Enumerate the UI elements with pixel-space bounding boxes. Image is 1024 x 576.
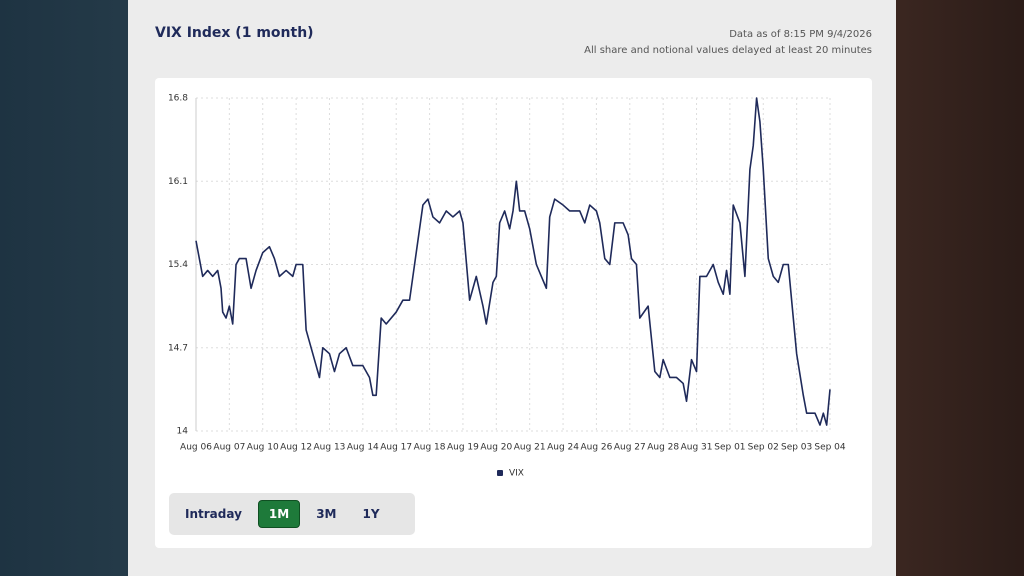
chart-card: 14 14.7 15.4 16.1 16.8 Aug 06 Aug 07 Aug 10 Aug … — [155, 78, 872, 548]
x-tick-label: Aug 26 — [580, 443, 612, 453]
x-tick-label: Sep 04 — [814, 443, 846, 453]
y-tick-label: 14 — [177, 427, 189, 437]
x-tick-label: Aug 24 — [547, 443, 579, 453]
x-tick-label: Aug 12 — [280, 443, 312, 453]
line — [195, 97, 831, 426]
legend-label: VIX — [509, 469, 524, 479]
x-tick-label: Aug 21 — [514, 443, 546, 453]
meta: Data as of 8:15 PM 9/4/2026 All share an… — [584, 27, 872, 59]
x-tick-label: Aug 07 — [213, 443, 245, 453]
x-tick-label: Aug 13 — [314, 443, 346, 453]
x-tick-label: Aug 27 — [614, 443, 646, 453]
x-tick-label: Aug 06 — [180, 443, 212, 453]
x-tick-label: Aug 10 — [247, 443, 279, 453]
range-button[interactable]: 1Y — [362, 507, 380, 521]
x-tick-label: Aug 14 — [347, 443, 379, 453]
x-tick-label: Aug 31 — [681, 443, 713, 453]
y-tick-label: 14.7 — [168, 343, 188, 353]
x-tick-label: Aug 19 — [447, 443, 479, 453]
x-tick-label: Sep 03 — [781, 443, 812, 453]
panel: VIX Index (1 month) Data as of 8:15 PM 9… — [128, 0, 896, 576]
range-button[interactable]: Intraday — [185, 507, 242, 521]
x-tick-label: Aug 18 — [414, 443, 446, 453]
x-tick-label: Aug 28 — [647, 443, 679, 453]
legend-swatch — [497, 470, 503, 476]
x-tick-label: Sep 02 — [748, 443, 779, 453]
x-tick-label: Aug 17 — [380, 443, 412, 453]
x-tick-label: Sep 01 — [714, 443, 745, 453]
delay-note: All share and notional values delayed at… — [584, 45, 872, 56]
y-tick-label: 16.1 — [168, 177, 188, 187]
y-tick-label: 16.8 — [168, 94, 188, 104]
as-of: Data as of 8:15 PM 9/4/2026 — [729, 29, 872, 40]
y-tick-label: 15.4 — [168, 260, 188, 270]
range-button[interactable]: 1M — [257, 500, 301, 528]
range-button[interactable]: 3M — [316, 507, 337, 521]
title: VIX Index (1 month) — [155, 25, 314, 41]
x-tick-label: Aug 20 — [480, 443, 512, 453]
range-selector: Intraday 1M 3M 1Y — [169, 493, 415, 535]
